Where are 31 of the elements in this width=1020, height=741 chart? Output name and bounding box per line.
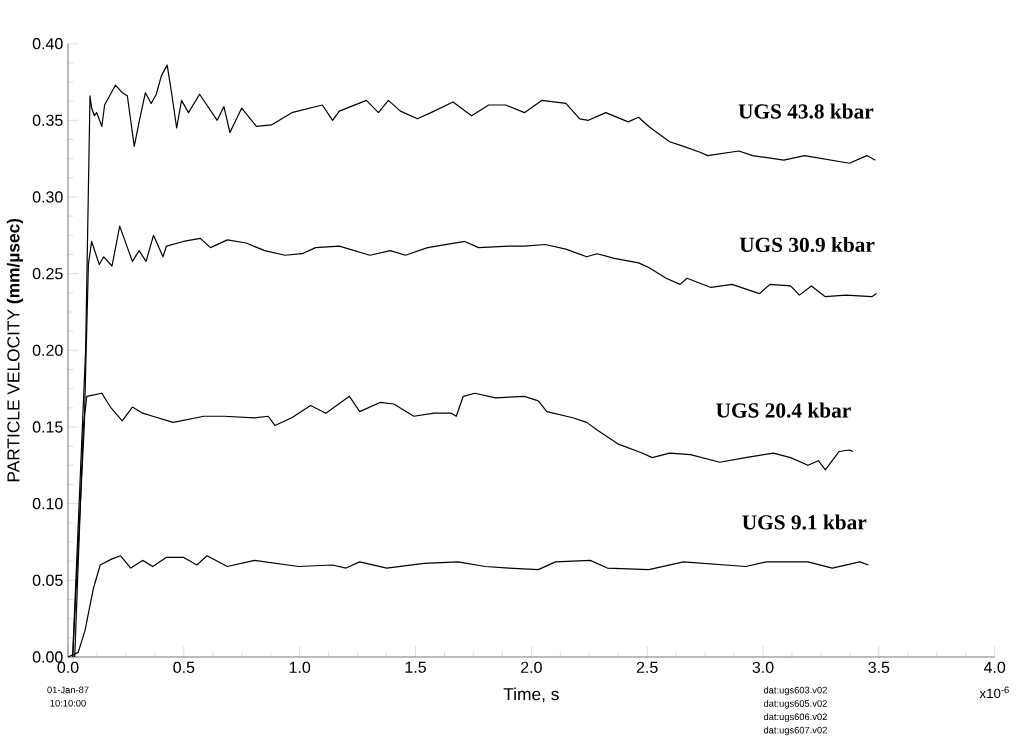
- series-label: UGS 9.1 kbar: [742, 514, 867, 530]
- series-label: UGS 30.9 kbar: [739, 237, 875, 253]
- x-tick-label: 0.5: [173, 661, 195, 674]
- x-tick-label: 1.0: [289, 661, 311, 674]
- y-tick-label: 0.30: [32, 191, 63, 203]
- y-tick-label: 0.25: [32, 268, 63, 280]
- text: dat:ugs607.v02: [763, 726, 827, 736]
- y-tick-label: 0.10: [32, 497, 63, 510]
- text: x10$^{-6}$: [979, 686, 1009, 699]
- text: dat:ugs603.v02: [763, 686, 827, 696]
- y-tick-label: 0.15: [32, 421, 63, 433]
- y-tick-label: 0.05: [32, 574, 63, 586]
- x-tick-label: 0.0: [57, 661, 79, 674]
- x-tick-label: 2.0: [521, 661, 542, 674]
- text: dat:ugs605.v02: [763, 699, 827, 709]
- x-tick-label: 3.0: [752, 661, 774, 674]
- y-tick-label: 0.20: [32, 344, 63, 356]
- text: 01-Jan-87: [47, 686, 89, 694]
- x-axis-title: Time, s: [503, 687, 559, 703]
- series-label: UGS 43.8 kbar: [738, 103, 874, 119]
- x-tick-label: 3.5: [868, 661, 890, 674]
- x-tick-label: 1.5: [405, 661, 426, 673]
- text: 10:10:00: [50, 699, 86, 707]
- y-tick-label: 0.35: [32, 114, 63, 126]
- x-tick-label: 4.0: [983, 661, 1006, 674]
- y-tick-label: 0.40: [32, 38, 63, 50]
- y-tick-label: 0.00: [32, 651, 63, 663]
- text: dat:ugs606.v02: [763, 713, 827, 722]
- y-axis-title: PARTICLE VELOCITY (mm/µsec): [6, 218, 23, 482]
- x-tick-label: 2.5: [636, 661, 658, 674]
- series-label: UGS 20.4 kbar: [716, 402, 851, 418]
